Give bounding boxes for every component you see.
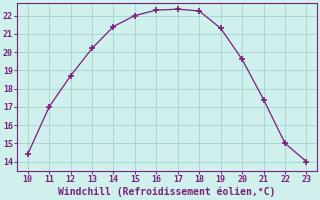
X-axis label: Windchill (Refroidissement éolien,°C): Windchill (Refroidissement éolien,°C) — [58, 187, 276, 197]
